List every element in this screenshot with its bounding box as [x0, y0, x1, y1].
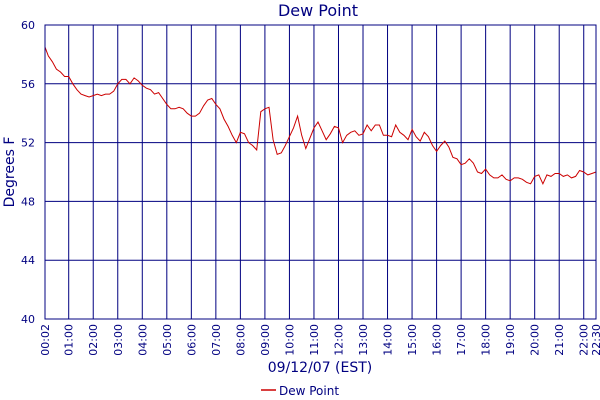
x-tick-label: 10:00 — [283, 324, 296, 356]
x-tick-label: 13:00 — [357, 324, 370, 356]
legend-label: Dew Point — [279, 384, 339, 398]
x-tick-label: 20:00 — [529, 324, 542, 356]
x-tick-label: 11:00 — [308, 324, 321, 356]
x-tick-label: 09:00 — [259, 324, 272, 356]
grid — [44, 24, 597, 320]
x-tick-label: 00:02 — [39, 324, 52, 356]
x-tick-label: 08:00 — [234, 324, 247, 356]
x-tick-label: 22:30 — [590, 324, 600, 356]
x-tick-labels: 00:02 01:00 02:00 03:00 04:00 05:00 06:00 07:00… — [39, 324, 600, 356]
x-tick-label: 06:00 — [185, 324, 198, 356]
x-tick-label: 16:00 — [431, 324, 444, 356]
y-tick-labels: 40 44 48 52 56 60 — [21, 19, 35, 326]
x-tick-label: 17:00 — [455, 324, 468, 356]
x-tick-label: 12:00 — [332, 324, 345, 356]
dew-point-series-line — [44, 46, 597, 186]
x-tick-label: 15:00 — [406, 324, 419, 356]
x-tick-label: 04:00 — [136, 324, 149, 356]
x-tick-label: 01:00 — [63, 324, 76, 356]
chart-title: Dew Point — [278, 1, 358, 20]
x-tick-label: 07:00 — [210, 324, 223, 356]
y-tick-label: 52 — [21, 137, 35, 150]
y-tick-label: 40 — [21, 313, 35, 326]
y-tick-label: 56 — [21, 78, 35, 91]
legend: Dew Point — [261, 384, 339, 398]
x-tick-label: 14:00 — [382, 324, 395, 356]
y-axis-label: Degrees F — [2, 137, 18, 208]
y-tick-label: 48 — [21, 195, 35, 208]
x-tick-label: 18:00 — [480, 324, 493, 356]
y-tick-label: 60 — [21, 19, 35, 32]
x-tick-label: 21:00 — [553, 324, 566, 356]
x-tick-label: 02:00 — [87, 324, 100, 356]
x-axis-label: 09/12/07 (EST) — [268, 360, 373, 376]
x-tick-label: 05:00 — [161, 324, 174, 356]
plot-frame — [44, 24, 597, 320]
y-tick-label: 44 — [21, 254, 35, 267]
x-tick-label: 03:00 — [112, 324, 125, 356]
x-tick-label: 22:00 — [578, 324, 591, 356]
x-tick-label: 19:00 — [504, 324, 517, 356]
